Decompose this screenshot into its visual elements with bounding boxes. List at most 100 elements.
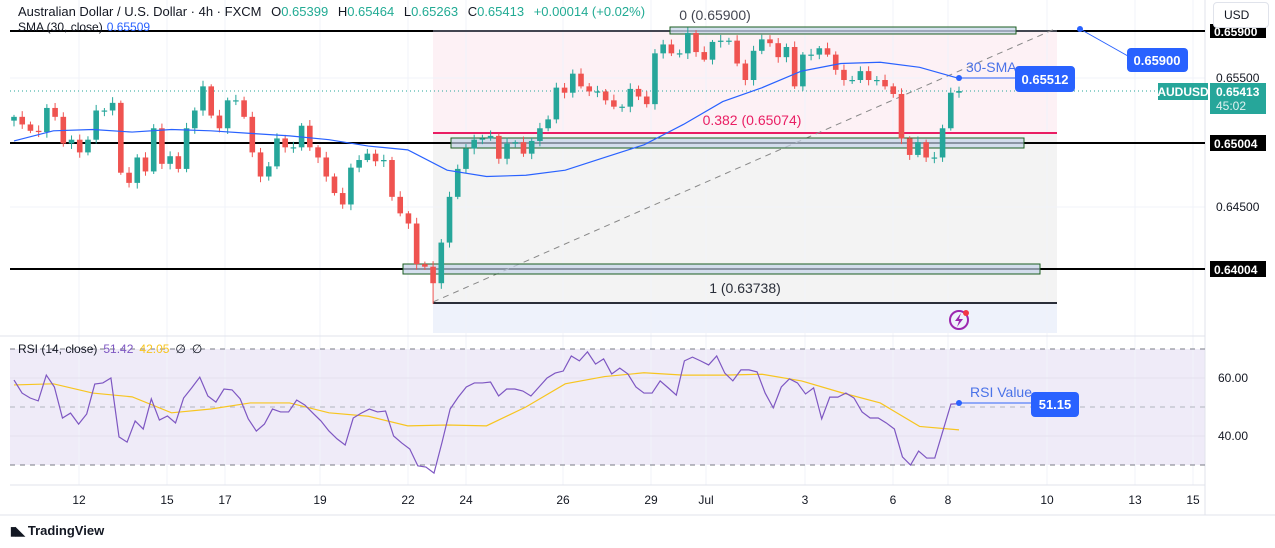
candle [413, 217, 420, 270]
time-axis-label: 29 [644, 493, 658, 507]
price-axis-label: 0.65500 [1216, 71, 1260, 85]
sma-callout-box[interactable] [1015, 66, 1075, 92]
candle [397, 191, 404, 217]
rsi-callout-dot[interactable] [956, 400, 962, 406]
rsi-axis-label: 60.00 [1218, 371, 1248, 385]
candle-body [208, 86, 215, 116]
candle-body [167, 156, 173, 164]
level-tag-064004-text: 0.64004 [1214, 263, 1258, 277]
candle [939, 124, 946, 162]
lightning-events-icon[interactable] [949, 310, 969, 330]
candle [668, 39, 675, 57]
resistance-zone[interactable] [669, 26, 1017, 35]
rsi-line[interactable] [13, 350, 960, 475]
rsi-callout-box[interactable] [1031, 392, 1079, 417]
rsi-legend-label: RSI (14, close) [18, 342, 98, 356]
candle [611, 94, 617, 110]
candle [882, 74, 888, 90]
candle [742, 59, 749, 86]
candle-body [586, 86, 593, 92]
candle-body [150, 128, 157, 172]
candle-body [249, 116, 256, 153]
sma-30-line[interactable] [13, 61, 960, 178]
candle [52, 103, 58, 121]
candle [142, 152, 149, 176]
candle [109, 97, 116, 116]
candle-body [183, 128, 190, 169]
candle [438, 239, 445, 289]
candle [693, 30, 699, 57]
fib-trend-line[interactable] [432, 27, 1058, 303]
candle-body [767, 39, 773, 44]
candle [709, 39, 716, 65]
candle-body [446, 196, 453, 243]
candle-body [496, 135, 502, 159]
candle-body [553, 87, 560, 120]
candle-body [849, 80, 855, 82]
candle-body [323, 157, 330, 177]
candle-body [372, 153, 379, 162]
symbol-tag-text: AUDUSD [1157, 85, 1209, 99]
rsi-ma-legend-value: 42.05 [139, 342, 170, 356]
candle-body [175, 156, 182, 169]
candle-body [668, 44, 675, 54]
candle [11, 114, 17, 127]
high-callout-dot[interactable] [1077, 26, 1083, 32]
candle-body [660, 44, 666, 54]
candle [528, 137, 535, 160]
candle [208, 84, 215, 119]
fib-label-1: 1 (0.63738) [709, 280, 781, 296]
candle-countdown: 45:02 [1216, 99, 1246, 113]
candle-body [126, 172, 132, 183]
time-axis-label: 12 [72, 493, 86, 507]
time-axis-label: 13 [1128, 493, 1142, 507]
candle-body [750, 50, 757, 81]
support-zone-064[interactable] [402, 263, 1041, 275]
candle [430, 261, 436, 304]
level-tag-064004 [1210, 261, 1266, 277]
close-label: C [467, 4, 478, 19]
candle-body [520, 142, 527, 154]
high-label: H [337, 4, 348, 19]
candle [27, 121, 34, 134]
tradingview-brand: TradingView [27, 523, 105, 538]
candle [134, 154, 141, 189]
candle-body [504, 143, 510, 159]
candle [85, 136, 91, 156]
candle [685, 27, 691, 60]
candle-body [274, 138, 280, 167]
sma-callout-dot[interactable] [956, 75, 962, 81]
candle-body [11, 116, 17, 121]
rsi-ma-line[interactable] [13, 372, 960, 431]
last-price-tag [1210, 83, 1266, 114]
candle [249, 111, 256, 158]
candle [19, 111, 26, 129]
candle [857, 66, 864, 84]
currency-button[interactable]: USD [1213, 2, 1269, 28]
candle-body [413, 223, 420, 265]
candle [767, 35, 773, 47]
tradingview-logo[interactable]: ▮◣ TradingView [10, 523, 104, 538]
candle-body [422, 264, 428, 267]
high-callout-box[interactable] [1127, 48, 1188, 72]
candle [594, 85, 601, 98]
candle-body [315, 147, 321, 158]
candle [849, 75, 855, 84]
symbol-legend[interactable]: Australian Dollar / U.S. Dollar · 4h · F… [18, 4, 645, 19]
fib-zone-lower [433, 133, 1057, 303]
candle-body [791, 46, 798, 87]
rsi-legend[interactable]: RSI (14, close) 51.42 42.05 ∅ ∅ [18, 342, 202, 356]
candle-body [898, 93, 905, 139]
time-axis-label: 19 [313, 493, 327, 507]
candle-body [841, 69, 847, 81]
sma-legend[interactable]: SMA (30, close) 0.65509 [18, 20, 150, 34]
candle-body [224, 100, 231, 129]
candle [405, 211, 412, 229]
candle [569, 69, 576, 98]
candle [676, 49, 683, 58]
support-zone-065[interactable] [450, 137, 1025, 149]
candle [734, 35, 740, 67]
candle [224, 97, 231, 134]
time-axis[interactable]: 12 15 17 19 22 24 26 29 Jul 3 6 8 10 13 15 [72, 493, 1200, 507]
